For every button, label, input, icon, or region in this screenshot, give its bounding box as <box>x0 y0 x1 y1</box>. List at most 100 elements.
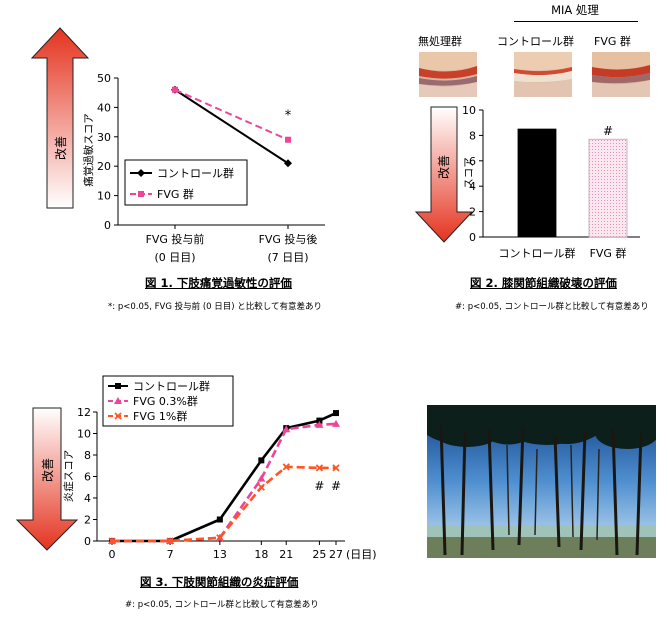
fig3-y-tick-label: 8 <box>84 449 91 462</box>
fig2-x-tick-label: コントロール群 <box>499 246 576 260</box>
improve-arrow-label: 改善 <box>436 155 451 179</box>
mia-group-rule <box>514 21 638 22</box>
figure-2-caption: 図 2. 膝関節組織破壊の評価 <box>470 276 617 290</box>
fig1-y-tick-label: 20 <box>97 160 111 173</box>
fig2-y-tick-label: 0 <box>469 231 476 244</box>
fig3-data-point <box>216 534 224 542</box>
fig3-data-point <box>216 516 223 523</box>
fig3-data-point <box>282 463 290 471</box>
fig1-y-tick-label: 40 <box>97 101 111 114</box>
fig1-series-line-1 <box>174 88 289 141</box>
improve-arrow-down: 改善 <box>414 106 474 243</box>
image-label-fvg: FVG 群 <box>594 35 631 48</box>
fig3-legend-marker <box>114 397 122 404</box>
figure-3-note: #: p<0.05, コントロール群と比較して有意差あり <box>125 600 319 610</box>
figure-2-note: #: p<0.05, コントロール群と比較して有意差あり <box>455 302 649 312</box>
fig1-legend-label: FVG 群 <box>157 187 194 201</box>
fig3-x-tick-label: 27 <box>329 548 343 561</box>
fig3-significance-mark: # <box>314 479 324 493</box>
image-label-untreated: 無処理群 <box>418 35 462 48</box>
fig1-data-point <box>284 159 292 168</box>
fig2-y-tick-label: 2 <box>469 206 476 219</box>
fig3-legend-marker <box>114 412 122 420</box>
fig3-data-point <box>108 537 116 545</box>
figure-3-caption: 図 3. 下肢関節組織の炎症評価 <box>140 575 299 589</box>
fig1-legend-box <box>124 159 248 206</box>
fig3-x-tick-label: 7 <box>167 548 174 561</box>
fig2-bar-0 <box>517 128 557 238</box>
fig3-y-tick-label: 0 <box>84 535 91 548</box>
fig3-data-point <box>166 537 174 545</box>
fig3-data-point <box>332 419 340 427</box>
fig3-x-tick-label: 21 <box>279 548 293 561</box>
fig2-y-axis-label: スコア <box>463 157 475 189</box>
fig3-series-line-2 <box>112 465 336 543</box>
improve-arrow-up: 改善 <box>30 27 90 209</box>
fig1-x-tick-label: FVG 投与前 <box>146 232 205 246</box>
fig1-series-line-0 <box>174 88 289 165</box>
histology-image-untreated <box>419 52 477 97</box>
image-label-control: コントロール群 <box>497 35 574 48</box>
fig3-legend-label: FVG 1%群 <box>133 409 187 423</box>
fig2-y-tick-label: 8 <box>469 129 476 142</box>
histology-image-fvg <box>592 52 650 97</box>
fig1-y-tick-label: 50 <box>97 72 111 85</box>
histology-image-control <box>514 52 572 97</box>
fig1-y-tick-label: 30 <box>97 131 111 144</box>
fig3-data-point <box>333 410 339 417</box>
fig3-data-point <box>282 425 291 433</box>
fig3-data-point <box>315 464 324 472</box>
fig2-y-tick-label: 4 <box>469 180 476 193</box>
figure-2-chart: 改善 スコア 0 2 4 6 8 10 コントロール群 FVG 群 # <box>414 104 640 260</box>
fig2-y-tick-label: 6 <box>469 155 476 168</box>
fig3-x-tick-label: 18 <box>254 548 268 561</box>
fig1-legend-marker <box>137 169 145 177</box>
fig2-y-tick-label: 10 <box>462 104 476 117</box>
fig3-data-point <box>257 483 265 491</box>
fig2-x-tick-label: FVG 群 <box>590 246 627 260</box>
fig3-data-point <box>258 457 265 464</box>
mia-group-title: MIA 処理 <box>551 3 599 17</box>
improve-arrow-down: 改善 <box>15 407 79 551</box>
figure-3-chart: 改善 炎症スコア 0 2 4 6 8 10 12 0 7 13 18 21 25 27 (日目) # # コント… <box>15 375 377 561</box>
fig1-data-point <box>285 136 291 143</box>
fig3-y-tick-label: 6 <box>84 471 91 484</box>
fig2-bar-1 <box>588 138 628 238</box>
improve-arrow-label: 改善 <box>53 136 68 160</box>
figure-1-caption: 図 1. 下肢痛覚過敏性の評価 <box>145 276 292 290</box>
fig1-x-tick-label: FVG 投与後 <box>259 232 318 246</box>
fig3-data-point <box>315 420 324 428</box>
fig3-legend-label: コントロール群 <box>133 379 210 393</box>
fig3-x-tick-label: 25 <box>312 548 326 561</box>
figure-1-chart: 改善 痛覚過敏スコア 0 10 20 30 40 50 FVG 投与前 (0 日目) FVG 投… <box>30 27 325 264</box>
fig3-y-tick-label: 12 <box>77 406 91 419</box>
improve-arrow-label: 改善 <box>40 458 55 482</box>
fig1-x-tick-label: (7 日目) <box>267 251 308 264</box>
fig3-y-axis-label: 炎症スコア <box>62 450 75 503</box>
figure-1-note: *: p<0.05, FVG 投与前 (0 日目) と比較して有意差あり <box>108 302 323 312</box>
fig3-x-unit-label: (日目) <box>346 548 377 561</box>
fig1-y-tick-label: 10 <box>97 190 111 203</box>
fig3-y-tick-label: 10 <box>77 428 91 441</box>
fig1-y-tick-label: 0 <box>104 219 111 232</box>
fig2-significance-mark: # <box>603 124 613 138</box>
fig3-data-point <box>332 464 340 472</box>
fig1-x-tick-label: (0 日目) <box>154 251 195 264</box>
fig3-data-point <box>257 474 266 482</box>
fig1-y-axis-label: 痛覚過敏スコア <box>82 113 95 187</box>
fig3-x-tick-label: 13 <box>213 548 227 561</box>
fig1-legend-label: コントロール群 <box>157 166 234 180</box>
fig3-data-point <box>316 417 323 424</box>
fig1-significance-mark: * <box>285 109 292 124</box>
fig1-data-point <box>172 86 178 93</box>
fig3-series-line-1 <box>112 422 337 543</box>
forest-photo <box>427 405 656 558</box>
fig3-significance-mark: # <box>331 479 341 493</box>
fig3-x-tick-label: 0 <box>109 548 116 561</box>
fig3-y-tick-label: 2 <box>84 514 91 527</box>
fig3-legend-marker <box>115 383 121 389</box>
fig3-series-line-0 <box>112 411 337 543</box>
fig1-legend-marker <box>138 191 144 197</box>
fig3-legend-label: FVG 0.3%群 <box>133 394 198 408</box>
fig3-y-tick-label: 4 <box>84 492 91 505</box>
